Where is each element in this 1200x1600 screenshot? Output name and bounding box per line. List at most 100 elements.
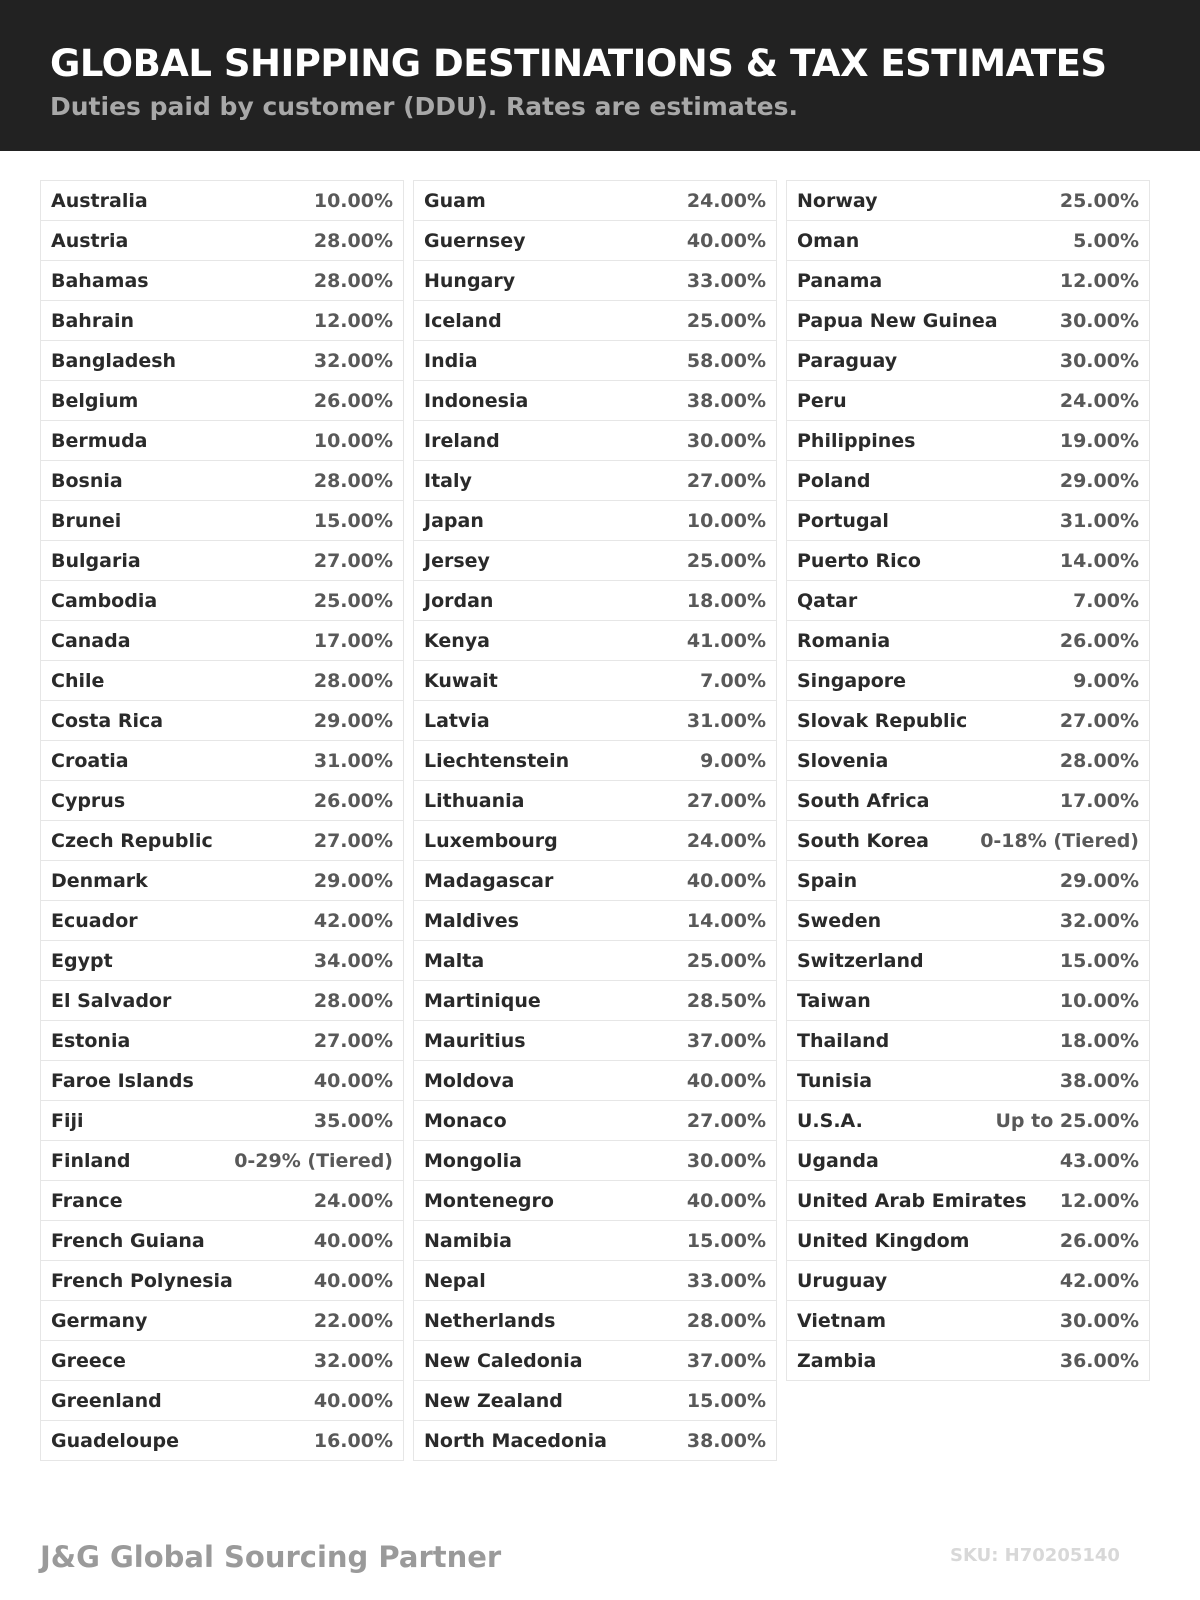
table-row: Panama 12.00% [787, 261, 1149, 301]
table-row: French Polynesia 40.00% [41, 1261, 403, 1301]
tax-rate: 24.00% [686, 829, 766, 852]
country-name: Kuwait [424, 669, 498, 692]
table-row: Netherlands 28.00% [414, 1301, 776, 1341]
table-row: Qatar 7.00% [787, 581, 1149, 621]
country-name: Romania [797, 629, 891, 652]
country-name: Uganda [797, 1149, 879, 1172]
tax-rate: 37.00% [686, 1349, 766, 1372]
country-name: Germany [51, 1309, 148, 1332]
country-name: French Polynesia [51, 1269, 233, 1292]
table-row: Faroe Islands 40.00% [41, 1061, 403, 1101]
tax-rate: 30.00% [1059, 1309, 1139, 1332]
tax-rate: 40.00% [313, 1389, 393, 1412]
tax-rate: 33.00% [686, 1269, 766, 1292]
tax-rate: 10.00% [313, 429, 393, 452]
tax-rate: 40.00% [686, 229, 766, 252]
table-row: Zambia 36.00% [787, 1341, 1149, 1381]
table-row: Guam 24.00% [414, 181, 776, 221]
tax-rate: 24.00% [686, 189, 766, 212]
tax-rate: 30.00% [686, 429, 766, 452]
tax-rate: 15.00% [686, 1229, 766, 1252]
tax-rate: 22.00% [313, 1309, 393, 1332]
country-name: New Caledonia [424, 1349, 583, 1372]
country-name: Croatia [51, 749, 129, 772]
tax-rate: 27.00% [686, 469, 766, 492]
tax-rate: 12.00% [1059, 1189, 1139, 1212]
country-name: Montenegro [424, 1189, 554, 1212]
table-row: Denmark 29.00% [41, 861, 403, 901]
tax-rate: 32.00% [1059, 909, 1139, 932]
tax-rate: 32.00% [313, 349, 393, 372]
country-name: Bahrain [51, 309, 135, 332]
table-row: Jersey 25.00% [414, 541, 776, 581]
tax-rate: 38.00% [686, 389, 766, 412]
tax-rate: 31.00% [313, 749, 393, 772]
table-row: Indonesia 38.00% [414, 381, 776, 421]
country-name: United Arab Emirates [797, 1189, 1027, 1212]
country-name: Taiwan [797, 989, 871, 1012]
tax-rate: 15.00% [1059, 949, 1139, 972]
table-row: Madagascar 40.00% [414, 861, 776, 901]
country-name: Luxembourg [424, 829, 558, 852]
country-name: Philippines [797, 429, 916, 452]
table-row: Fiji 35.00% [41, 1101, 403, 1141]
tax-rate: 10.00% [313, 189, 393, 212]
country-name: Portugal [797, 509, 889, 532]
tax-rate: 28.50% [686, 989, 766, 1012]
tax-rate: 26.00% [1059, 629, 1139, 652]
table-row: Italy 27.00% [414, 461, 776, 501]
country-name: Malta [424, 949, 485, 972]
country-name: Australia [51, 189, 148, 212]
country-name: Slovak Republic [797, 709, 968, 732]
table-row: Greece 32.00% [41, 1341, 403, 1381]
country-name: Italy [424, 469, 472, 492]
country-name: Martinique [424, 989, 541, 1012]
table-row: Bangladesh 32.00% [41, 341, 403, 381]
tax-rate: 18.00% [686, 589, 766, 612]
table-row: Costa Rica 29.00% [41, 701, 403, 741]
tax-rate: 28.00% [313, 269, 393, 292]
table-row: Tunisia 38.00% [787, 1061, 1149, 1101]
rates-column-2: Guam 24.00% Guernsey 40.00% Hungary 33.00% Ice… [413, 180, 777, 1461]
country-name: Jordan [424, 589, 494, 612]
country-name: Belgium [51, 389, 139, 412]
table-row: Brunei 15.00% [41, 501, 403, 541]
tax-rate: 15.00% [313, 509, 393, 532]
tax-rate: 28.00% [313, 989, 393, 1012]
table-row: Monaco 27.00% [414, 1101, 776, 1141]
tax-rate: 38.00% [1059, 1069, 1139, 1092]
tax-rate: 37.00% [686, 1029, 766, 1052]
country-name: Jersey [424, 549, 490, 572]
tax-rate: 25.00% [686, 549, 766, 572]
table-row: Slovenia 28.00% [787, 741, 1149, 781]
table-row: Paraguay 30.00% [787, 341, 1149, 381]
table-row: United Arab Emirates 12.00% [787, 1181, 1149, 1221]
tax-rate: 29.00% [313, 869, 393, 892]
country-name: Namibia [424, 1229, 512, 1252]
country-name: Lithuania [424, 789, 525, 812]
table-row: Lithuania 27.00% [414, 781, 776, 821]
table-row: Moldova 40.00% [414, 1061, 776, 1101]
rates-column-3: Norway 25.00% Oman 5.00% Panama 12.00% Papua N… [786, 180, 1150, 1381]
country-name: South Africa [797, 789, 930, 812]
country-name: Moldova [424, 1069, 515, 1092]
country-name: Indonesia [424, 389, 529, 412]
table-row: Puerto Rico 14.00% [787, 541, 1149, 581]
country-name: Finland [51, 1149, 131, 1172]
table-row: Philippines 19.00% [787, 421, 1149, 461]
table-row: Croatia 31.00% [41, 741, 403, 781]
table-row: New Zealand 15.00% [414, 1381, 776, 1421]
table-row: Norway 25.00% [787, 181, 1149, 221]
country-name: Denmark [51, 869, 148, 892]
tax-rate: 15.00% [686, 1389, 766, 1412]
country-name: Oman [797, 229, 860, 252]
tax-rate: 27.00% [313, 549, 393, 572]
country-name: Norway [797, 189, 878, 212]
tax-rate: 19.00% [1059, 429, 1139, 452]
rates-column-1: Australia 10.00% Austria 28.00% Bahamas 28.00… [40, 180, 404, 1461]
tax-rate: 34.00% [313, 949, 393, 972]
table-row: Sweden 32.00% [787, 901, 1149, 941]
table-row: Chile 28.00% [41, 661, 403, 701]
tax-rate: 27.00% [686, 1109, 766, 1132]
tax-rate: 31.00% [1059, 509, 1139, 532]
